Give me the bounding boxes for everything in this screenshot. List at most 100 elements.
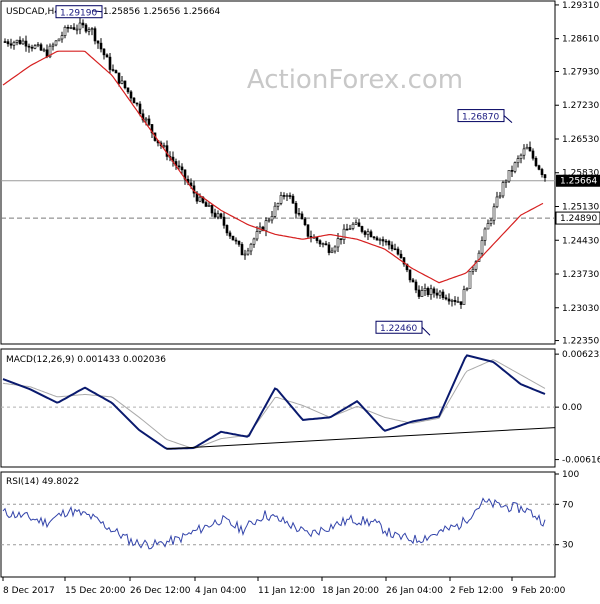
candle-body [324, 243, 328, 246]
candle-body [57, 38, 61, 42]
candle-body [207, 205, 211, 207]
candle-body [456, 301, 460, 303]
candle-body [408, 269, 412, 281]
candle-body [3, 41, 7, 43]
candle-body [501, 182, 505, 197]
candle-body [528, 146, 532, 152]
x-tick-label: 9 Feb 20:00 [512, 586, 566, 596]
candle-body [402, 257, 406, 265]
candle-body [363, 231, 367, 235]
candle-body [219, 213, 223, 218]
price-tick-label: 1.23030 [562, 304, 599, 314]
support-level-label: 1.24890 [560, 214, 597, 224]
macd-line [2, 354, 546, 450]
macd-tick-label: 0.00 [562, 403, 582, 413]
price-tick-label: 1.28610 [562, 35, 599, 45]
candle-body [270, 216, 274, 221]
rsi-tick-label: 70 [562, 500, 574, 510]
candle-body [471, 268, 475, 272]
candle-body [252, 238, 256, 245]
candle-body [234, 239, 238, 242]
price-tick-label: 1.25830 [562, 169, 599, 179]
candle-body [390, 244, 394, 250]
candle-body [459, 301, 463, 305]
candle-body [357, 222, 361, 227]
price-tick-label: 1.26530 [562, 135, 599, 145]
price-annotation-label: 1.26870 [462, 113, 499, 123]
candle-body [180, 166, 184, 171]
candle-body [477, 252, 481, 262]
candle-body [369, 231, 373, 238]
x-tick-label: 2 Feb 12:00 [450, 586, 504, 596]
price-annotation-box [55, 5, 103, 19]
candle-body [351, 223, 355, 229]
watermark: ActionForex.com [247, 65, 463, 95]
candle-body [507, 170, 511, 182]
x-tick-label: 26 Dec 12:00 [130, 586, 191, 596]
current-price-label: 1.25664 [560, 177, 597, 187]
candle-body [372, 236, 376, 239]
rsi-title: RSI(14) 49.8022 [6, 477, 79, 487]
candle-body [99, 42, 103, 50]
candle-body [105, 54, 109, 58]
candle-body [387, 240, 391, 246]
candle-body [516, 158, 520, 164]
candle-body [69, 27, 73, 29]
candle-body [321, 243, 325, 245]
macd-trendline [166, 427, 556, 450]
candle-body [75, 28, 79, 31]
macd-tick-label: 0.006232 [562, 350, 600, 360]
candle-body [378, 239, 382, 241]
candle-body [114, 70, 118, 74]
candle-body [117, 72, 121, 84]
candle-body [129, 91, 133, 99]
candle-body [522, 148, 526, 156]
candle-body [243, 253, 247, 256]
candle-body [246, 250, 250, 255]
price-lines [2, 50, 544, 284]
candle-body [492, 206, 496, 221]
candle-body [228, 232, 232, 237]
candle-body [237, 240, 241, 245]
candle-body [81, 22, 85, 26]
rsi-panel-frame [0, 471, 556, 578]
price-tick-label: 1.25130 [562, 202, 599, 212]
candle-body [231, 235, 235, 241]
candle-body [213, 212, 217, 218]
candle-body [420, 290, 424, 297]
candle-body [453, 299, 457, 302]
candle-body [96, 40, 100, 44]
candle-body [327, 244, 331, 253]
candle-body [36, 44, 40, 47]
x-tick-label: 18 Jan 20:00 [322, 586, 379, 596]
candle-body [123, 80, 127, 89]
candle-body [399, 253, 403, 258]
rsi-layer [1, 497, 555, 550]
price-annotation-leader [421, 326, 431, 336]
candle-body [465, 288, 469, 290]
candle-body [87, 29, 91, 32]
candle-body [336, 238, 340, 248]
candle-body [9, 43, 13, 46]
candle-body [48, 45, 52, 58]
candle-body [84, 24, 88, 32]
candle-body [198, 196, 202, 202]
candle-body [210, 205, 214, 214]
candle-body [444, 297, 448, 300]
candle-body [525, 146, 529, 150]
candle-body [39, 44, 43, 51]
candle-body [543, 174, 547, 179]
price-tick-label: 1.27930 [562, 67, 599, 77]
price-annotation-leader [503, 115, 513, 123]
candle-body [204, 202, 208, 207]
rsi-tick-label: 30 [562, 541, 574, 551]
macd-axis: 0.006232 0.00 -0.006163 [555, 350, 600, 466]
candle-body [423, 287, 427, 291]
candle-body [132, 97, 136, 104]
x-tick-label: 4 Jan 04:00 [195, 586, 247, 596]
candle-body [489, 219, 493, 224]
candle-body [249, 243, 253, 252]
candle-body [531, 150, 535, 159]
candle-body [354, 222, 358, 225]
candle-body [63, 26, 67, 36]
